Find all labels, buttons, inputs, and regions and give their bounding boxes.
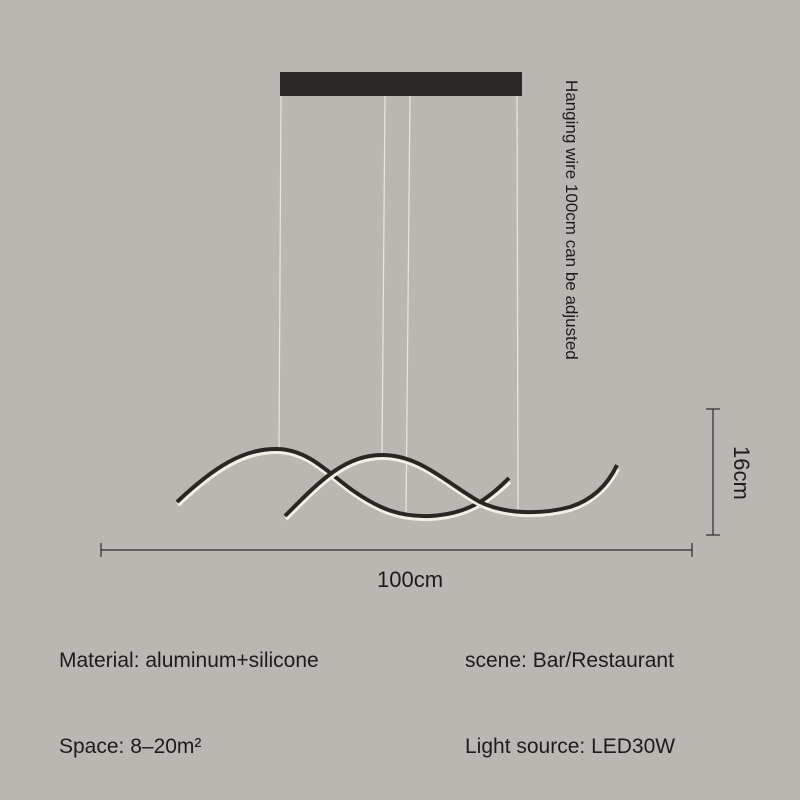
hanging-wires xyxy=(278,95,519,517)
led-strip-left xyxy=(176,449,512,522)
ceiling-canopy xyxy=(280,72,522,96)
height-label: 16cm xyxy=(729,446,754,500)
wire xyxy=(516,95,519,511)
led-strip-right xyxy=(284,455,620,521)
width-label: 100cm xyxy=(377,567,444,592)
wire xyxy=(405,95,411,517)
spec-space: Space: 8–20m² xyxy=(59,735,202,758)
wave-arm-right xyxy=(283,452,619,518)
dimension-lines xyxy=(100,408,720,557)
wire-note: Hanging wire 100cm can be adjusted xyxy=(562,80,581,360)
wire xyxy=(278,95,282,450)
spec-material: Material: aluminum+silicone xyxy=(59,649,319,672)
wave-arm-left xyxy=(175,446,511,519)
spec-light-source: Light source: LED30W xyxy=(465,735,676,758)
spec-scene: scene: Bar/Restaurant xyxy=(465,649,674,672)
wire xyxy=(381,95,386,456)
